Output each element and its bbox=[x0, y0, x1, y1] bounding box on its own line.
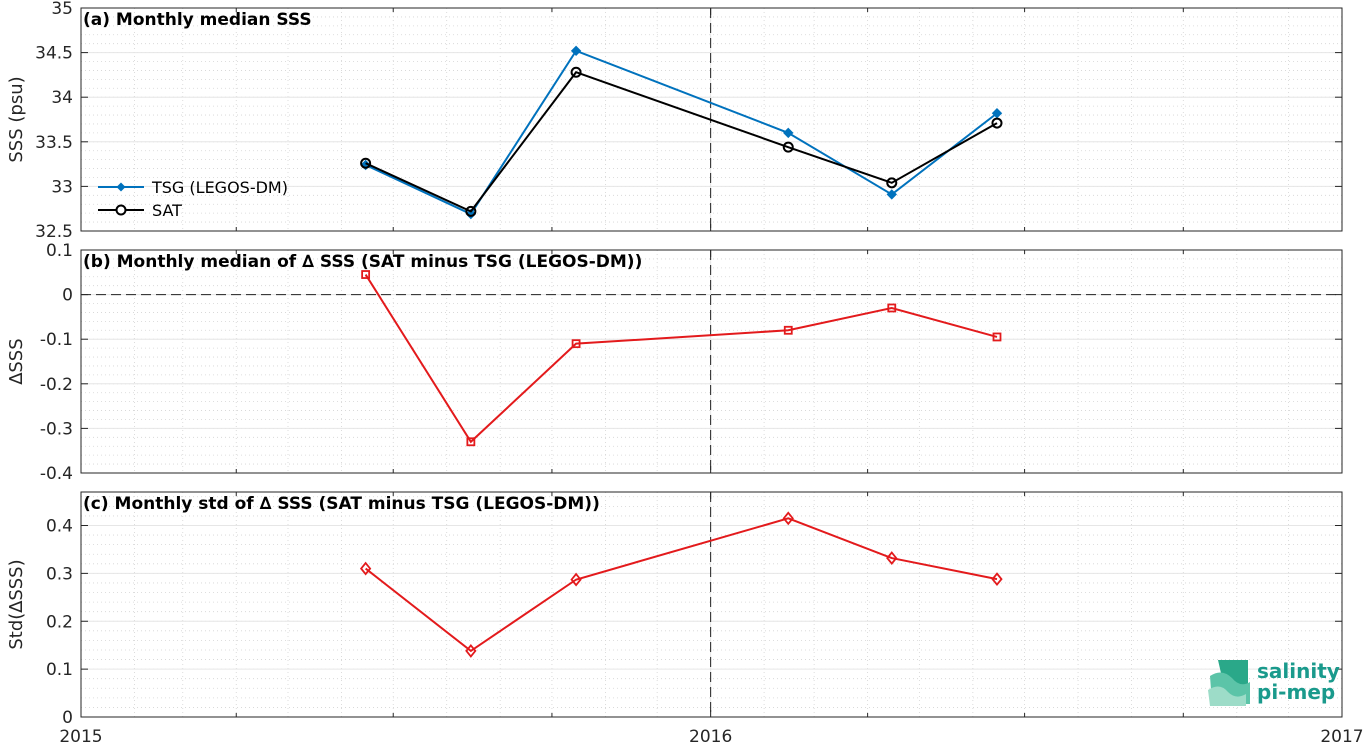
series-sat bbox=[360, 66, 1003, 217]
y-tick-label: -0.4 bbox=[40, 464, 73, 484]
panel-title: (a) Monthly median SSS bbox=[83, 10, 312, 30]
x-tick-label: 2016 bbox=[689, 727, 732, 745]
x-tick-label: 2015 bbox=[59, 727, 102, 745]
panel-c: 0.4 0.3 0.2 0.1 0 Std(∆SSS) (c) Monthly std of… bbox=[6, 491, 1364, 745]
data-point bbox=[361, 270, 371, 279]
y-tick-label: -0.3 bbox=[40, 419, 73, 439]
data-point bbox=[887, 303, 897, 313]
axes-box bbox=[80, 249, 1343, 474]
y-tick-label: 35 bbox=[51, 0, 73, 19]
y-axis-label: ∆SSS bbox=[6, 338, 27, 385]
series-delta-2 bbox=[359, 511, 1003, 658]
data-point bbox=[359, 561, 372, 576]
panel-b: 0.1 0 -0.1 -0.2 -0.3 -0.4 ∆SSS (b) Monthly medi… bbox=[6, 241, 1343, 484]
data-point bbox=[570, 572, 582, 587]
salinity-pi-mep-logo: salinity pi-mep bbox=[1208, 659, 1340, 706]
data-point bbox=[991, 117, 1003, 129]
data-point bbox=[783, 325, 793, 335]
y-tick-label: 34 bbox=[51, 88, 73, 108]
y-tick-label: 0.4 bbox=[46, 517, 73, 537]
data-point bbox=[783, 127, 794, 139]
data-point bbox=[571, 339, 581, 349]
plot-area bbox=[81, 250, 1342, 473]
data-point bbox=[466, 437, 476, 447]
y-tick-label: -0.2 bbox=[40, 375, 73, 395]
y-tick-label: 0 bbox=[62, 708, 73, 728]
y-tick-label: 0.3 bbox=[46, 564, 73, 584]
legend-marker bbox=[115, 204, 127, 216]
series-delta-1 bbox=[361, 270, 1002, 447]
logo-line1: salinity bbox=[1257, 659, 1340, 683]
series-line bbox=[365, 71, 998, 213]
series-line bbox=[365, 517, 998, 653]
axes-box bbox=[80, 491, 1343, 718]
data-point bbox=[360, 157, 372, 169]
y-axis-label: SSS (psu) bbox=[6, 76, 27, 162]
y-tick-label: 0.2 bbox=[46, 612, 73, 632]
y-tick-label: 33.5 bbox=[35, 133, 73, 153]
y-axis-label: Std(∆SSS) bbox=[6, 559, 27, 649]
data-point bbox=[465, 205, 477, 217]
y-tick-label: 0 bbox=[62, 286, 73, 306]
data-point bbox=[782, 511, 794, 526]
panel-title: (c) Monthly std of ∆ SSS (SAT minus TSG … bbox=[83, 494, 600, 514]
legend-label: TSG (LEGOS-DM) bbox=[151, 178, 288, 197]
data-point bbox=[570, 66, 582, 78]
axes-box bbox=[80, 7, 1343, 232]
data-point bbox=[991, 572, 1003, 587]
salinity-logo-icon bbox=[1208, 660, 1250, 706]
y-tick-label: 34.5 bbox=[35, 44, 73, 64]
data-point bbox=[465, 644, 477, 658]
data-point bbox=[782, 141, 794, 153]
legend: TSG (LEGOS-DM) SAT bbox=[98, 178, 288, 220]
y-tick-label: 0.1 bbox=[46, 241, 73, 261]
y-tick-label: 32.5 bbox=[35, 222, 73, 242]
panel-title: (b) Monthly median of ∆ SSS (SAT minus T… bbox=[83, 252, 642, 272]
y-tick-label: -0.1 bbox=[40, 330, 73, 350]
data-point bbox=[570, 45, 582, 57]
data-point bbox=[886, 177, 898, 189]
data-point bbox=[886, 551, 898, 565]
data-point bbox=[886, 189, 897, 200]
series-line bbox=[365, 49, 998, 216]
data-point bbox=[992, 332, 1002, 342]
series-tsg-legos-dm- bbox=[360, 45, 1003, 220]
y-tick-label: 0.1 bbox=[46, 660, 73, 680]
legend-marker bbox=[116, 182, 126, 192]
series-line bbox=[364, 273, 998, 444]
x-tick-label: 2017 bbox=[1320, 727, 1363, 745]
legend-label: SAT bbox=[152, 201, 182, 220]
logo-line2: pi-mep bbox=[1257, 680, 1335, 704]
y-tick-label: 33 bbox=[51, 177, 73, 197]
panel-a: 32.5 33 33.5 34 34.5 35 SSS (psu) (a) Monthly m… bbox=[6, 0, 1343, 242]
